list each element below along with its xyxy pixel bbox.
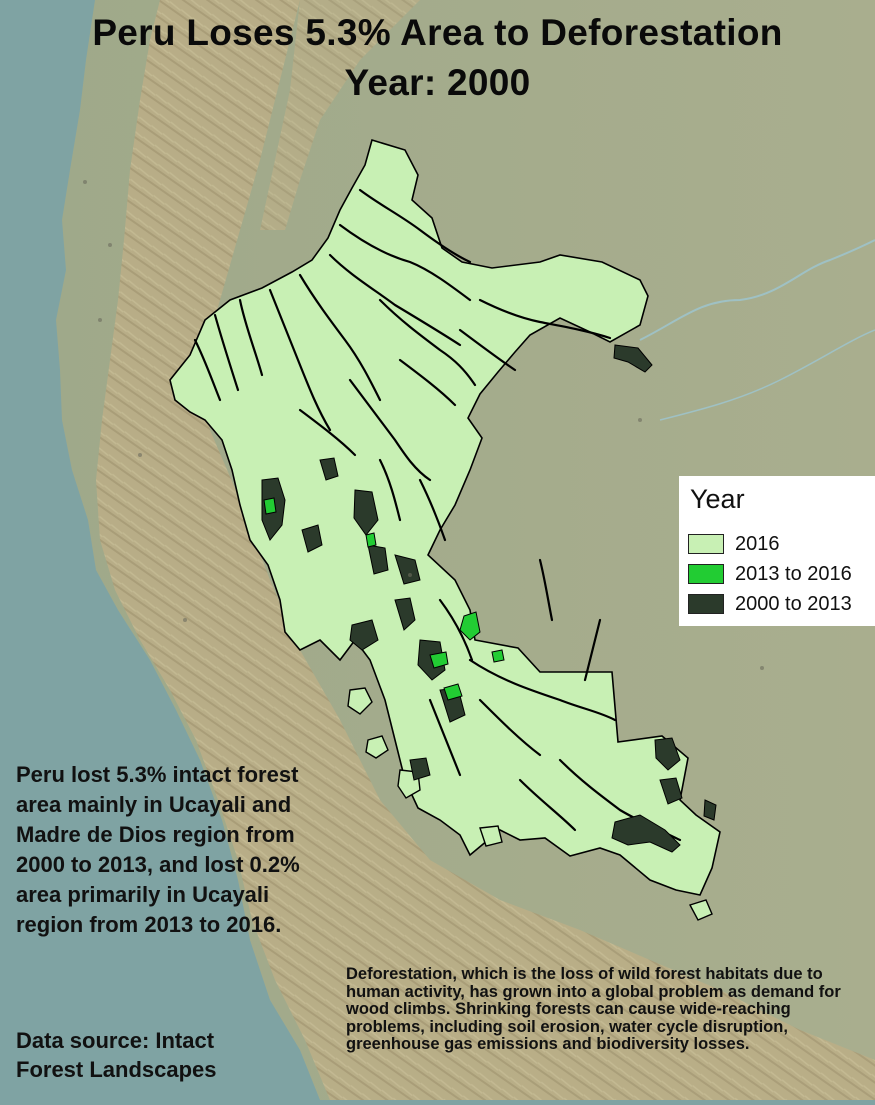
river-network [193,188,682,842]
data-source-text: Data source: Intact Forest Landscapes [16,1028,217,1082]
forest-2016-fragments [347,687,713,921]
amazon-river [639,239,875,341]
legend-swatch-2000-2013 [688,594,724,614]
legend-label: 2013 to 2016 [735,562,852,585]
andes-relief [96,0,875,1100]
map-subtitle-year: Year: 2000 [344,62,531,103]
loss-2013-2016 [263,497,505,701]
legend-title: Year [690,484,745,514]
legend-item-2016: 2016 [688,532,780,556]
legend-swatch-2013-2016 [688,564,724,584]
map-title: Peru Loses 5.3% Area to Deforestation [92,12,783,53]
place-markers [83,180,764,670]
legend: Year 2016 2013 to 2016 2000 to 2013 [679,476,875,626]
summary-text: Peru lost 5.3% intact forest area mainly… [16,762,300,937]
legend-item-2013-2016: 2013 to 2016 [688,562,852,586]
forest-2016 [169,138,721,896]
legend-item-2000-2013: 2000 to 2013 [688,592,852,616]
andes-relief-north [260,0,420,230]
juruá-river [659,329,875,421]
legend-label: 2016 [735,532,780,555]
legend-label: 2000 to 2013 [735,592,852,615]
description-text: Deforestation, which is the loss of wild… [346,965,841,1053]
legend-swatch-2016 [688,534,724,554]
